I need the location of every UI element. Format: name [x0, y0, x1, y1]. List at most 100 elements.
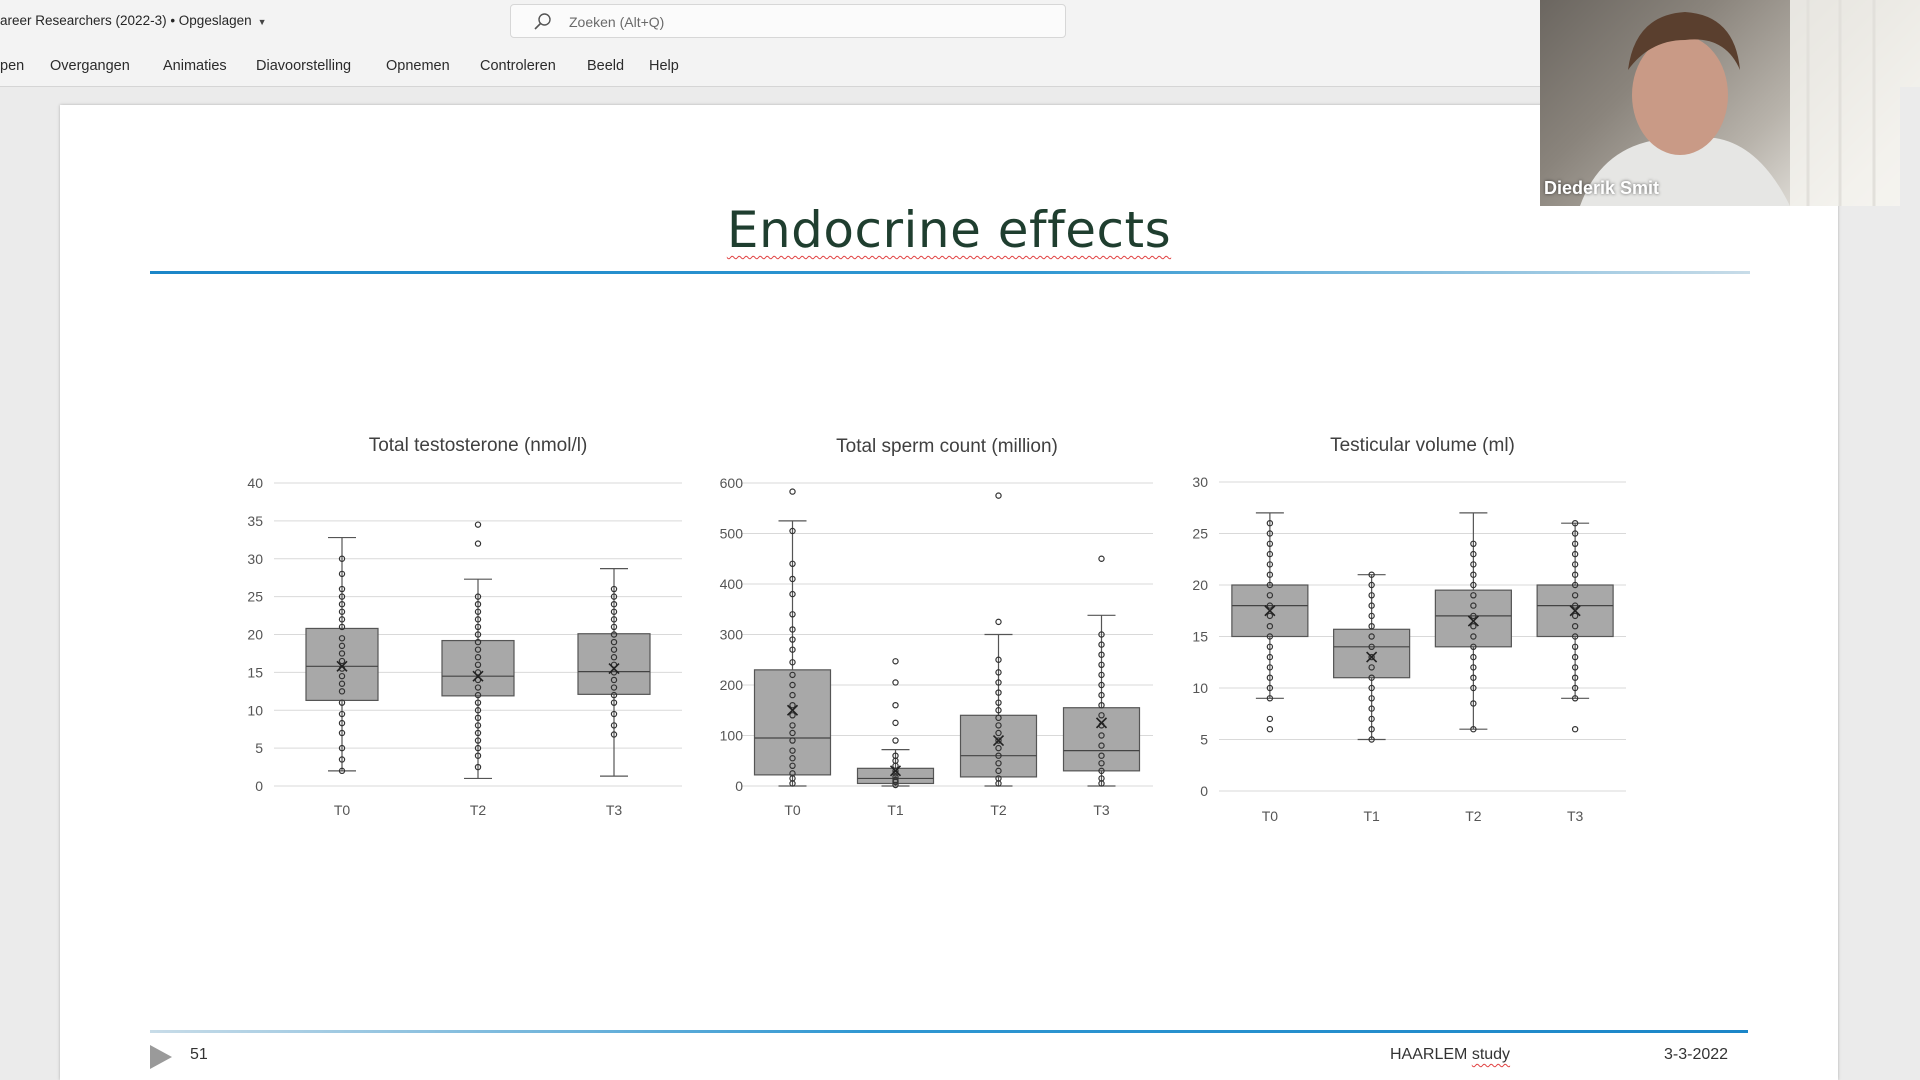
data-point	[789, 611, 796, 618]
search-input[interactable]	[567, 11, 1011, 33]
data-point	[1470, 633, 1477, 640]
data-point	[1571, 684, 1579, 692]
tab-controleren[interactable]: Controleren	[480, 58, 556, 74]
outlier-point	[995, 492, 1002, 499]
tab-animaties[interactable]: Animaties	[163, 58, 227, 74]
data-point	[610, 691, 618, 699]
data-point	[789, 671, 796, 679]
x-tick-label: T0	[1262, 808, 1279, 824]
y-tick-label: 20	[247, 627, 263, 643]
tab-ontwerpen[interactable]: pen	[0, 58, 25, 74]
data-point	[1368, 715, 1375, 723]
y-tick-label: 0	[1200, 783, 1208, 799]
data-point	[789, 560, 796, 567]
data-point	[610, 654, 618, 661]
tab-beeld[interactable]: Beeld	[587, 58, 625, 74]
outlier-point	[892, 737, 899, 744]
data-point	[474, 661, 482, 669]
data-point	[610, 722, 618, 729]
search-box[interactable]	[510, 4, 1066, 38]
data-point	[474, 763, 482, 771]
data-point	[338, 767, 346, 775]
box-iqr	[577, 633, 651, 695]
data-point	[1368, 705, 1375, 712]
data-point	[338, 623, 346, 631]
mean-marker	[336, 660, 348, 672]
y-tick-label: 400	[720, 576, 744, 592]
data-point	[338, 570, 346, 578]
data-point	[1266, 664, 1274, 671]
data-point	[1098, 661, 1105, 669]
data-point	[338, 672, 346, 680]
charts-area: Total testosterone (nmol/l) 0 5 10 15 20 25 30 3…	[247, 435, 1626, 824]
data-point	[610, 661, 618, 669]
data-point	[474, 699, 482, 706]
data-point	[1571, 581, 1579, 589]
mean-marker	[1264, 605, 1276, 617]
x-tick-label: T0	[784, 802, 801, 818]
outlier-point	[474, 540, 482, 547]
data-point	[1368, 571, 1375, 578]
x-tick-label: T3	[1093, 802, 1110, 818]
data-point	[1470, 612, 1477, 620]
data-point	[1571, 530, 1579, 537]
x-tick-label: T0	[334, 802, 351, 818]
tab-help[interactable]: Help	[649, 58, 679, 74]
data-point	[474, 616, 482, 623]
data-point	[474, 623, 482, 631]
data-point	[1368, 695, 1375, 702]
y-tick-label: 25	[1192, 526, 1208, 542]
data-point	[474, 631, 482, 638]
data-point	[1098, 767, 1105, 775]
data-point	[1470, 684, 1477, 692]
data-point	[1470, 700, 1477, 707]
data-point	[995, 699, 1002, 706]
outlier-point	[892, 658, 899, 665]
data-point	[474, 669, 482, 676]
title-divider	[150, 271, 1750, 274]
data-point	[338, 688, 346, 695]
chevron-down-icon[interactable]: ▼	[257, 17, 267, 27]
tab-diavoorstelling[interactable]: Diavoorstelling	[256, 58, 352, 74]
footer-date: 3-3-2022	[1664, 1046, 1729, 1063]
footer-study-main: HAARLEM	[1390, 1046, 1468, 1063]
footer-divider	[150, 1030, 1748, 1033]
document-title-text: areer Researchers (2022-3) • Opgeslagen	[0, 13, 252, 28]
slide-number: 51	[190, 1046, 208, 1063]
data-point	[338, 601, 346, 608]
tab-overgangen[interactable]: Overgangen	[50, 58, 130, 74]
data-point	[474, 654, 482, 661]
data-point	[1098, 651, 1105, 658]
x-tick-label: T3	[606, 802, 623, 818]
data-point	[1098, 691, 1105, 699]
vertical-scrollbar[interactable]	[1900, 87, 1920, 1080]
data-point	[995, 752, 1002, 759]
data-point	[1571, 653, 1579, 661]
mean-marker	[1095, 717, 1108, 729]
x-tick-label: T1	[887, 802, 904, 818]
footer-study: HAARLEM study	[1390, 1046, 1510, 1064]
video-tile[interactable]	[1540, 0, 1920, 206]
tab-opnemen[interactable]: Opnemen	[386, 58, 450, 74]
play-icon[interactable]	[148, 1044, 174, 1070]
slide-canvas[interactable]: Endocrine effects Total testosterone (nm…	[60, 105, 1838, 1080]
mean-marker	[786, 704, 799, 716]
document-title[interactable]: areer Researchers (2022-3) • Opgeslagen ▼	[0, 13, 267, 28]
data-point	[474, 646, 482, 653]
data-point	[338, 593, 346, 600]
box-iqr	[441, 639, 515, 697]
x-tick-label: T1	[1363, 808, 1380, 824]
y-tick-label: 5	[1200, 732, 1208, 748]
slide-title: Endocrine effects	[60, 201, 1838, 259]
data-point	[338, 608, 346, 615]
data-point	[1098, 712, 1105, 719]
data-point	[1266, 592, 1274, 599]
data-point	[995, 656, 1002, 663]
data-point	[474, 676, 482, 684]
data-point	[1266, 653, 1274, 661]
data-point	[610, 608, 618, 615]
data-point	[789, 762, 796, 770]
data-point	[1470, 726, 1477, 733]
data-point	[1470, 581, 1477, 589]
data-point	[610, 710, 618, 718]
